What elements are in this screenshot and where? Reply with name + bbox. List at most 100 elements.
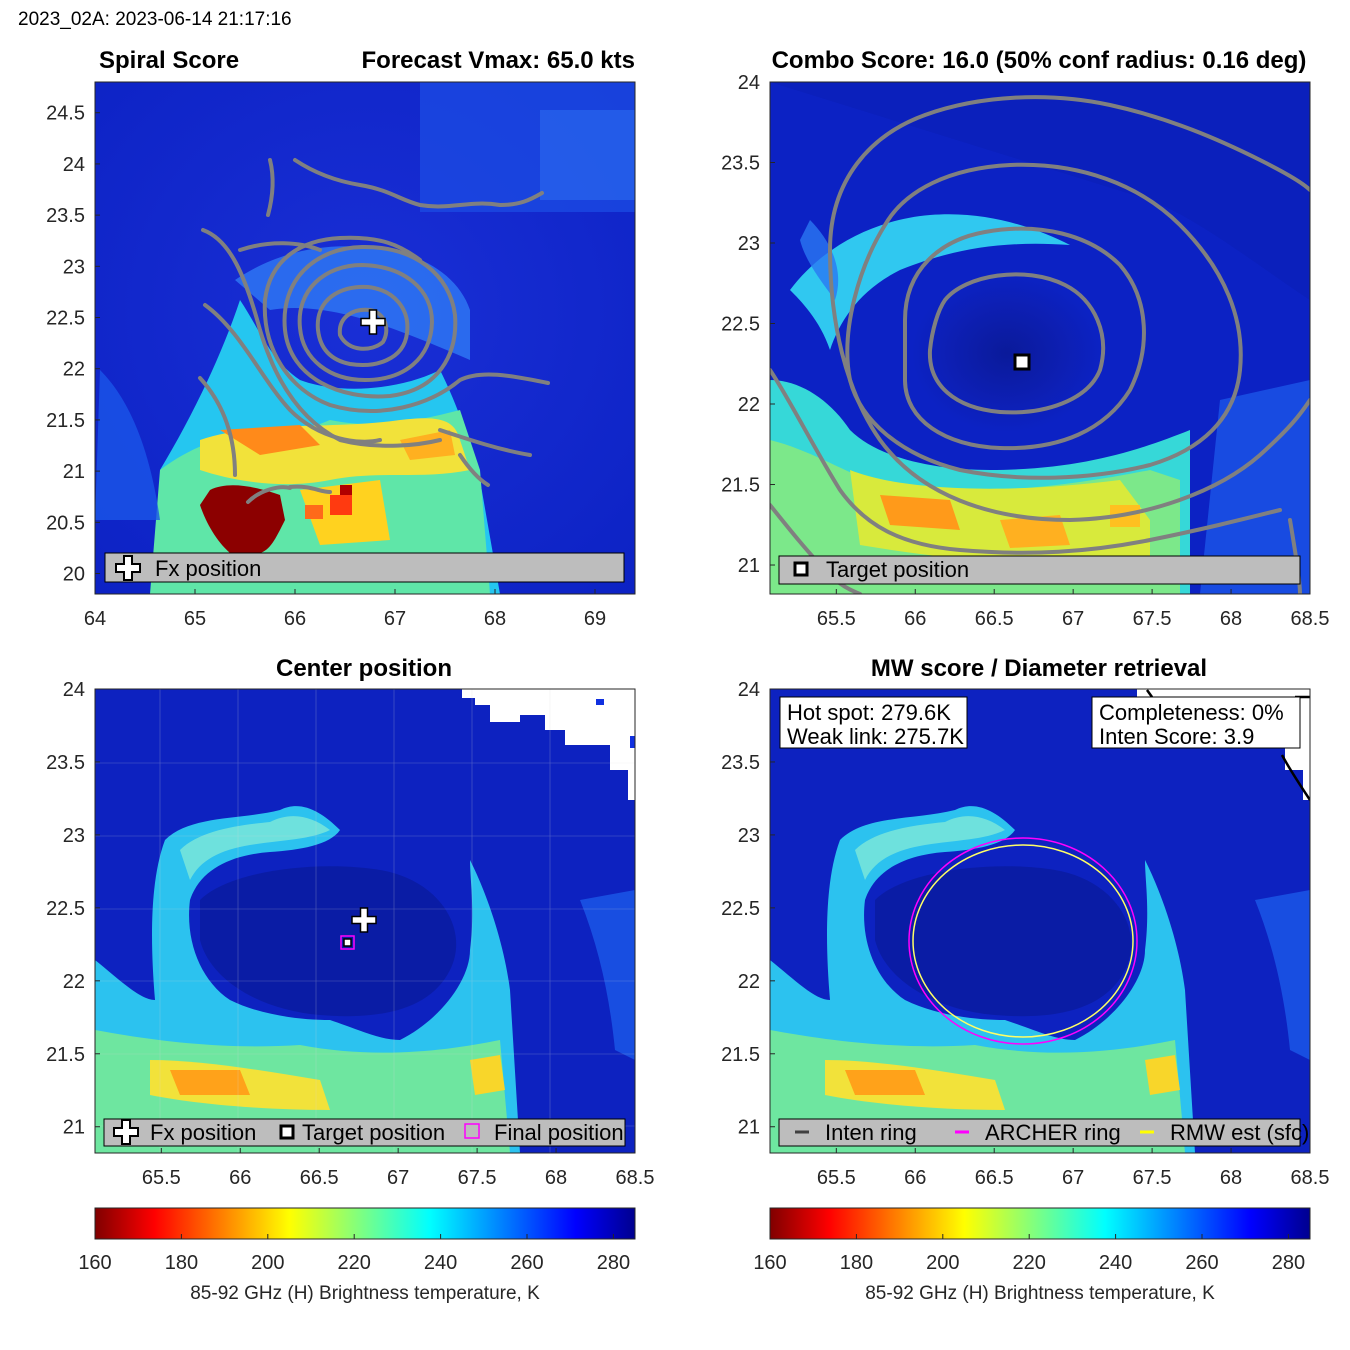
spiral-fx-marker [360, 309, 386, 335]
center-xtick-label: 67 [387, 1167, 409, 1189]
spiral-legend: Fx position [104, 552, 625, 583]
panel-combo-score: Target position Combo Score: 16.0 (50% c… [721, 47, 1329, 630]
combo-xtick-label: 65.5 [817, 608, 856, 630]
spiral-ytick-label: 23 [63, 256, 85, 278]
center-xtick-label: 66.5 [300, 1167, 339, 1189]
spiral-ytick-label: 21.5 [46, 410, 85, 432]
mw-hotspot-box: Hot spot: 279.6K Weak link: 275.7K [779, 696, 968, 749]
colorbar-tick-label: 180 [165, 1252, 198, 1274]
panel-center-position: Fx position Target position Final positi… [46, 655, 654, 1189]
colorbar-tick-label: 200 [251, 1252, 284, 1274]
mw-legend: Inten ring ARCHER ring RMW est (sfc) [778, 1118, 1309, 1147]
center-ytick-label: 24 [63, 679, 85, 701]
center-legend-fx: Fx position [150, 1120, 256, 1145]
center-xtick-label: 67.5 [458, 1167, 497, 1189]
center-legend-magenta-square-icon [464, 1123, 480, 1139]
colorbar-tick-label: 280 [597, 1252, 630, 1274]
combo-ytick-label: 22.5 [721, 314, 760, 336]
mw-axes: 65.5 66 66.5 67 67.5 68 68.5 21 21.5 22 22.5 23 23.5… [721, 679, 1329, 1189]
center-heatmap: Fx position Target position Final positi… [95, 689, 635, 1153]
mw-rmw-ring [912, 844, 1134, 1038]
center-title: Center position [276, 655, 452, 682]
mw-xtick-label: 65.5 [817, 1167, 856, 1189]
combo-legend: Target position [778, 555, 1301, 585]
center-ytick-label: 21 [63, 1117, 85, 1139]
center-target-marker [340, 935, 355, 950]
mw-legend-rmw: RMW est (sfc) [1170, 1120, 1309, 1145]
mw-legend-archer: ARCHER ring [985, 1120, 1121, 1145]
figure-timestamp: 2023_02A: 2023-06-14 21:17:16 [18, 9, 292, 30]
panel-spiral-score: Fx position Spiral Score Forecast Vmax: … [46, 47, 636, 630]
center-fx-marker [351, 907, 377, 933]
center-xtick-label: 65.5 [142, 1167, 181, 1189]
center-xtick-label: 68 [545, 1167, 567, 1189]
spiral-xtick-label: 68 [484, 608, 506, 630]
spiral-xtick-label: 67 [384, 608, 406, 630]
mw-ytick-label: 22.5 [721, 898, 760, 920]
spiral-legend-cross-icon [115, 555, 141, 581]
mw-hot-spot: Hot spot: 279.6K [787, 700, 951, 725]
combo-legend-label: Target position [826, 557, 969, 582]
combo-ytick-label: 23 [738, 233, 760, 255]
mw-ytick-label: 22 [738, 971, 760, 993]
spiral-ytick-label: 21 [63, 461, 85, 483]
center-legend: Fx position Target position Final positi… [103, 1118, 626, 1147]
combo-heatmap: Target position [770, 82, 1310, 594]
spiral-ytick-label: 23.5 [46, 205, 85, 227]
combo-xtick-label: 67 [1062, 608, 1084, 630]
center-legend-square-icon [279, 1124, 295, 1140]
combo-ytick-label: 23.5 [721, 153, 760, 175]
center-axes: 65.5 66 66.5 67 67.5 68 68.5 21 21.5 22 22.5 23 23.5… [46, 679, 654, 1189]
colorbar-tick-label: 280 [1272, 1252, 1305, 1274]
colorbar-tick-label: 260 [1185, 1252, 1218, 1274]
mw-ytick-label: 21 [738, 1117, 760, 1139]
center-ytick-label: 23.5 [46, 752, 85, 774]
colorbar-tick-label: 160 [753, 1252, 786, 1274]
spiral-ytick-label: 22.5 [46, 308, 85, 330]
combo-ytick-label: 21 [738, 555, 760, 577]
spiral-legend-label: Fx position [155, 556, 261, 581]
mw-ytick-label: 21.5 [721, 1044, 760, 1066]
mw-xtick-label: 68 [1220, 1167, 1242, 1189]
spiral-contours [198, 158, 550, 504]
center-ytick-label: 21.5 [46, 1044, 85, 1066]
colorbar-left: 160 180 200 220 240 260 280 85-92 GHz (H) Brig… [78, 1207, 636, 1304]
colorbar-tick-label: 160 [78, 1252, 111, 1274]
panel-mw-score: Hot spot: 279.6K Weak link: 275.7K Compl… [721, 655, 1329, 1189]
mw-title: MW score / Diameter retrieval [871, 655, 1207, 682]
spiral-ytick-label: 20.5 [46, 512, 85, 534]
spiral-ytick-label: 24.5 [46, 103, 85, 125]
colorbar-tick-label: 260 [510, 1252, 543, 1274]
colorbar-right-label: 85-92 GHz (H) Brightness temperature, K [865, 1283, 1215, 1304]
combo-axes: 65.5 66 66.5 67 67.5 68 68.5 21 21.5 22 22.5 23 23.5… [721, 72, 1329, 630]
spiral-ytick-label: 24 [63, 154, 85, 176]
combo-xtick-label: 66.5 [975, 608, 1014, 630]
spiral-title: Spiral Score [99, 47, 239, 74]
spiral-xtick-label: 64 [84, 608, 106, 630]
colorbar-tick-label: 220 [338, 1252, 371, 1274]
mw-xtick-label: 66.5 [975, 1167, 1014, 1189]
combo-xtick-label: 67.5 [1133, 608, 1172, 630]
combo-title: Combo Score: 16.0 (50% conf radius: 0.16… [772, 47, 1307, 74]
mw-archer-ring [908, 837, 1138, 1045]
center-ytick-label: 23 [63, 825, 85, 847]
mw-xtick-label: 67.5 [1133, 1167, 1172, 1189]
spiral-ytick-label: 22 [63, 359, 85, 381]
colorbar-tick-label: 180 [840, 1252, 873, 1274]
mw-xtick-label: 66 [904, 1167, 926, 1189]
center-missing-data [462, 689, 635, 800]
center-xtick-label: 68.5 [616, 1167, 655, 1189]
colorbar-tick-label: 200 [926, 1252, 959, 1274]
center-legend-final: Final position [494, 1120, 624, 1145]
colorbar-tick-label: 240 [1099, 1252, 1132, 1274]
mw-completeness-box: Completeness: 0% Inten Score: 3.9 [1091, 696, 1301, 749]
spiral-vmax: Forecast Vmax: 65.0 kts [362, 47, 635, 74]
spiral-heatmap: Fx position [95, 82, 635, 594]
spiral-xtick-label: 69 [584, 608, 606, 630]
combo-ytick-label: 21.5 [721, 475, 760, 497]
combo-ytick-label: 22 [738, 394, 760, 416]
spiral-axes: 64 65 66 67 68 69 20 20.5 21 21.5 22 22.5 23 23.5 24 24… [46, 103, 606, 630]
mw-legend-inten: Inten ring [825, 1120, 917, 1145]
colorbar-tick-label: 220 [1013, 1252, 1046, 1274]
